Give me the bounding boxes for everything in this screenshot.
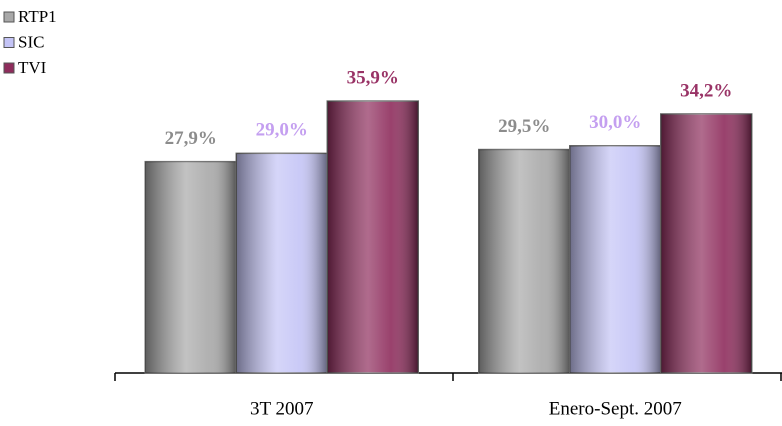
legend-label: TVI <box>18 58 47 77</box>
legend-swatch <box>3 62 15 74</box>
legend-label: SIC <box>18 32 44 51</box>
bar-shade <box>236 153 328 373</box>
bar-shade <box>327 101 419 374</box>
value-label: 29,0% <box>256 120 308 141</box>
bar-shade <box>660 113 752 373</box>
x-tick-label: 3T 2007 <box>250 398 314 419</box>
x-tick-label: Enero-Sept. 2007 <box>549 398 682 419</box>
bar-shade <box>569 145 661 373</box>
bar-shade <box>145 161 237 373</box>
legend-swatch <box>3 11 15 23</box>
value-label: 27,9% <box>165 128 217 149</box>
value-label: 29,5% <box>498 116 550 137</box>
value-label: 30,0% <box>589 112 641 133</box>
bar-shade <box>478 149 570 373</box>
value-label: 34,2% <box>680 80 732 101</box>
legend-label: RTP1 <box>18 7 57 26</box>
value-label: 35,9% <box>347 67 399 88</box>
legend-swatch <box>3 37 15 48</box>
